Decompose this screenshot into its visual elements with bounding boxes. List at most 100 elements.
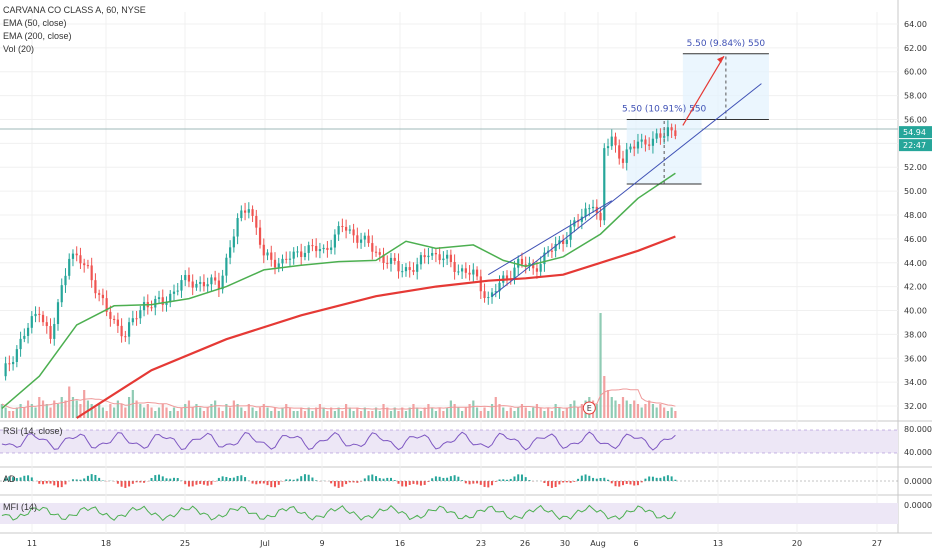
candle-body: [651, 138, 655, 146]
candle-body: [75, 253, 78, 256]
y-tick-label: 56.00: [904, 115, 927, 124]
candle-body: [423, 255, 426, 258]
y-tick-label: 40.00: [904, 307, 927, 316]
x-tick-label: 27: [872, 539, 882, 548]
candle-body: [217, 280, 220, 290]
volume-bar: [614, 400, 617, 418]
volume-bar: [277, 411, 280, 418]
mfi-label[interactable]: MFI (14): [3, 502, 38, 512]
candle-body: [288, 258, 292, 260]
volume-bar: [154, 411, 157, 418]
candle-body: [427, 255, 430, 258]
volume-bar: [139, 404, 142, 418]
time-axis[interactable]: 11 18 25 Jul 9 16 23 26 30 Aug 6 13 20 27: [27, 539, 882, 548]
candle-body: [15, 349, 18, 362]
volume-bar: [580, 404, 583, 418]
ema200-legend[interactable]: EMA (200, close): [3, 31, 72, 41]
volume-legend[interactable]: Vol (20): [3, 44, 35, 54]
volume-bar: [187, 400, 191, 418]
candle-body: [378, 252, 381, 255]
volume-bar: [135, 400, 138, 418]
x-tick-label: Aug: [590, 539, 606, 548]
ema-layer: [1, 172, 676, 419]
volume-bar: [217, 407, 220, 418]
volume-bar: [41, 400, 45, 418]
volume-bar: [565, 407, 568, 418]
volume-bar: [120, 404, 123, 418]
rsi-label[interactable]: RSI (14, close): [3, 426, 63, 436]
volume-bar: [34, 407, 37, 418]
volume-bar: [68, 386, 71, 418]
candle-body: [71, 253, 75, 259]
candle-body: [221, 275, 224, 290]
ad-bar: [648, 476, 651, 481]
volume-bar: [498, 404, 501, 418]
ad-bar: [528, 480, 531, 481]
ad-bar: [98, 477, 101, 481]
volume-series: [0, 313, 677, 418]
candle-body: [419, 255, 423, 265]
volume-bar: [79, 404, 82, 418]
candle-body: [135, 318, 138, 320]
ad-bar: [640, 481, 643, 483]
candle-body: [210, 277, 213, 285]
volume-bar: [64, 400, 67, 418]
ad-bar: [674, 479, 677, 481]
price-axis[interactable]: 32.00 34.00 36.00 38.00 40.00 42.00 44.00 46.00…: [899, 20, 932, 411]
chart-title[interactable]: CARVANA CO CLASS A, 60, NYSE: [3, 5, 146, 15]
volume-bar: [322, 407, 325, 418]
volume-bar: [520, 404, 524, 418]
candle-body: [468, 272, 471, 275]
ad-bar: [371, 474, 374, 481]
candle-body: [550, 250, 553, 252]
volume-bar: [446, 407, 449, 418]
volume-bar: [618, 404, 621, 418]
ad-bar: [217, 477, 220, 481]
ad-bar: [442, 477, 445, 481]
volume-bar: [348, 407, 351, 418]
candle-body: [300, 251, 303, 258]
ad-bar: [187, 481, 190, 487]
candle-body: [416, 264, 419, 272]
volume-bar: [172, 407, 176, 418]
candle-body: [131, 318, 134, 323]
ad-bar: [487, 481, 490, 488]
candle-body: [460, 268, 464, 272]
candle-body: [363, 235, 366, 240]
volume-bar: [573, 400, 576, 418]
volume-bar: [127, 397, 131, 418]
volume-bar: [517, 407, 520, 418]
ad-label[interactable]: AD: [3, 474, 16, 484]
candle-body: [498, 282, 501, 292]
ad-bar: [86, 475, 89, 481]
volume-bar: [648, 400, 651, 418]
candle-body: [442, 258, 445, 261]
candle-body: [86, 265, 90, 267]
y-tick-label: 36.00: [904, 354, 927, 363]
ad-bar: [128, 481, 131, 487]
volume-bar: [307, 407, 310, 418]
candle-body: [30, 316, 33, 328]
ad-bar: [348, 481, 351, 483]
volume-bar: [161, 404, 164, 418]
ema50-legend[interactable]: EMA (50, close): [3, 18, 67, 28]
volume-bar: [315, 407, 318, 418]
ad-bar: [386, 477, 389, 481]
candle-body: [243, 210, 247, 213]
volume-bar: [8, 411, 11, 418]
volume-bar: [408, 407, 411, 418]
volume-bar: [543, 411, 546, 418]
ad-bar: [225, 476, 228, 481]
y-tick-label: 44.00: [904, 259, 927, 268]
ad-bar: [116, 481, 119, 484]
volume-bar: [19, 404, 22, 418]
candle-body: [161, 297, 164, 305]
annotation-layer-back: [0, 53, 898, 184]
ad-bar: [236, 475, 239, 481]
candle-body: [569, 226, 572, 240]
volume-bar: [352, 411, 355, 418]
candle-body: [591, 206, 595, 209]
ad-bar: [53, 481, 56, 486]
volume-bar: [374, 407, 378, 418]
